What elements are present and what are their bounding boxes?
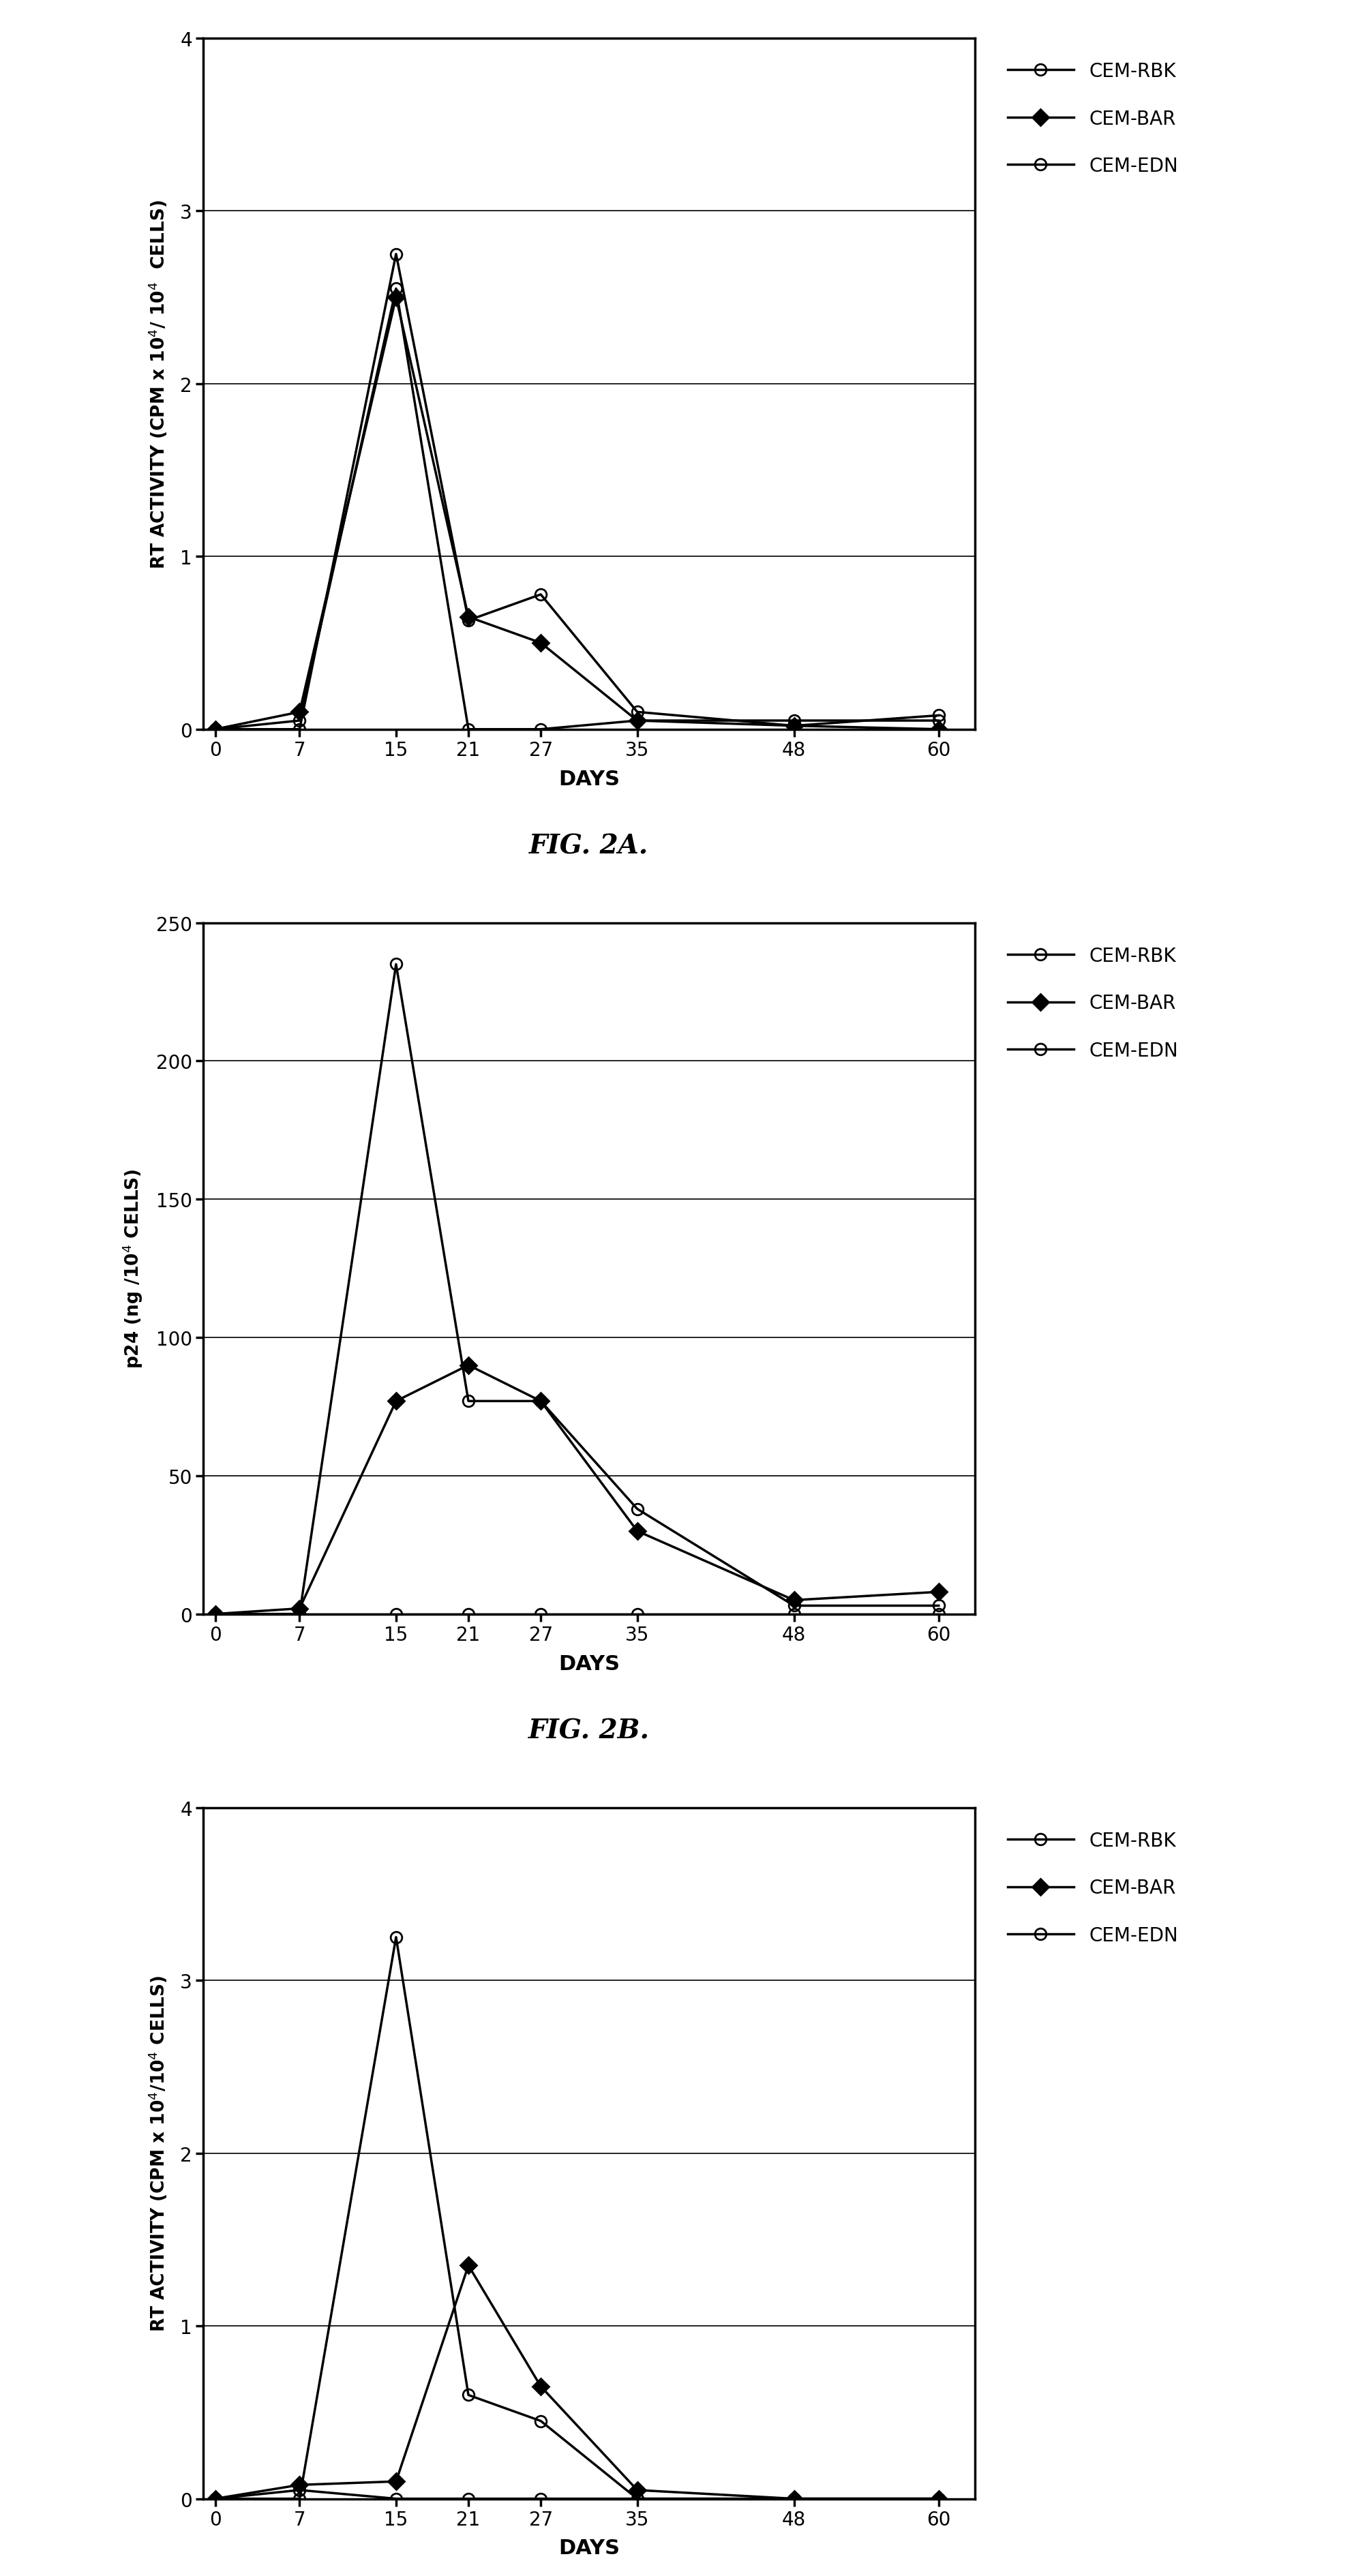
CEM-BAR	[291, 1592, 307, 1623]
CEM-EDN	[930, 701, 946, 732]
Legend: CEM-RBK, CEM-BAR, CEM-EDN: CEM-RBK, CEM-BAR, CEM-EDN	[1007, 62, 1178, 175]
CEM-BAR	[207, 2483, 223, 2514]
Legend: CEM-RBK, CEM-BAR, CEM-EDN: CEM-RBK, CEM-BAR, CEM-EDN	[1007, 945, 1178, 1061]
CEM-RBK	[291, 2476, 307, 2506]
CEM-BAR	[630, 1515, 646, 1546]
CEM-RBK	[930, 2483, 946, 2514]
Y-axis label: p24 (ng /10$^4$ CELLS): p24 (ng /10$^4$ CELLS)	[121, 1170, 145, 1368]
X-axis label: DAYS: DAYS	[558, 1654, 620, 1674]
CEM-RBK	[785, 706, 802, 737]
Line: CEM-EDN: CEM-EDN	[210, 250, 944, 734]
CEM-BAR	[207, 1600, 223, 1631]
Line: CEM-RBK: CEM-RBK	[210, 1607, 944, 1620]
CEM-BAR	[785, 2483, 802, 2514]
CEM-BAR	[532, 2370, 548, 2401]
Y-axis label: RT ACTIVITY (CPM x 10$^4$/ 10$^4$  CELLS): RT ACTIVITY (CPM x 10$^4$/ 10$^4$ CELLS)	[146, 198, 169, 569]
CEM-RBK	[460, 714, 477, 744]
CEM-EDN	[785, 2483, 802, 2514]
CEM-RBK	[291, 1600, 307, 1631]
CEM-EDN	[930, 1589, 946, 1620]
CEM-BAR	[630, 2476, 646, 2506]
CEM-BAR	[785, 711, 802, 742]
Line: CEM-EDN: CEM-EDN	[210, 958, 944, 1620]
CEM-BAR	[460, 603, 477, 634]
CEM-BAR	[387, 283, 403, 314]
CEM-EDN	[207, 2483, 223, 2514]
CEM-EDN	[291, 714, 307, 744]
CEM-RBK	[207, 1600, 223, 1631]
Line: CEM-BAR: CEM-BAR	[210, 2259, 944, 2504]
CEM-BAR	[532, 629, 548, 659]
CEM-BAR	[387, 1386, 403, 1417]
CEM-EDN	[291, 1600, 307, 1631]
CEM-EDN	[207, 1600, 223, 1631]
Line: CEM-RBK: CEM-RBK	[210, 283, 944, 734]
CEM-RBK	[630, 2483, 646, 2514]
CEM-BAR	[930, 2483, 946, 2514]
CEM-RBK	[460, 2483, 477, 2514]
CEM-RBK	[532, 2483, 548, 2514]
CEM-EDN	[460, 2380, 477, 2411]
CEM-EDN	[630, 698, 646, 729]
CEM-RBK	[387, 273, 403, 304]
CEM-RBK	[785, 1600, 802, 1631]
CEM-EDN	[387, 948, 403, 979]
CEM-EDN	[532, 2406, 548, 2437]
CEM-RBK	[291, 706, 307, 737]
CEM-RBK	[630, 706, 646, 737]
CEM-BAR	[930, 714, 946, 744]
CEM-EDN	[630, 2483, 646, 2514]
X-axis label: DAYS: DAYS	[558, 2537, 620, 2558]
CEM-EDN	[930, 2483, 946, 2514]
CEM-RBK	[532, 714, 548, 744]
CEM-RBK	[387, 1600, 403, 1631]
CEM-RBK	[460, 1600, 477, 1631]
CEM-BAR	[532, 1386, 548, 1417]
CEM-EDN	[291, 2483, 307, 2514]
Text: FIG. 2A.: FIG. 2A.	[529, 832, 649, 860]
Legend: CEM-RBK, CEM-BAR, CEM-EDN: CEM-RBK, CEM-BAR, CEM-EDN	[1007, 1832, 1178, 1945]
CEM-BAR	[460, 2249, 477, 2280]
CEM-BAR	[785, 1584, 802, 1615]
CEM-RBK	[930, 1600, 946, 1631]
CEM-EDN	[532, 580, 548, 611]
Y-axis label: RT ACTIVITY (CPM x 10$^4$/10$^4$ CELLS): RT ACTIVITY (CPM x 10$^4$/10$^4$ CELLS)	[146, 1976, 169, 2331]
CEM-RBK	[930, 706, 946, 737]
CEM-BAR	[630, 706, 646, 737]
Line: CEM-BAR: CEM-BAR	[210, 291, 944, 734]
CEM-RBK	[785, 2483, 802, 2514]
CEM-EDN	[387, 1922, 403, 1953]
CEM-BAR	[207, 714, 223, 744]
CEM-BAR	[387, 2465, 403, 2496]
CEM-BAR	[291, 698, 307, 729]
CEM-EDN	[460, 1386, 477, 1417]
CEM-EDN	[630, 1494, 646, 1525]
CEM-EDN	[387, 240, 403, 270]
CEM-RBK	[207, 2483, 223, 2514]
CEM-RBK	[207, 714, 223, 744]
Line: CEM-EDN: CEM-EDN	[210, 1932, 944, 2504]
CEM-BAR	[930, 1577, 946, 1607]
Line: CEM-RBK: CEM-RBK	[210, 2483, 944, 2504]
CEM-BAR	[460, 1350, 477, 1381]
CEM-RBK	[387, 2483, 403, 2514]
CEM-RBK	[630, 1600, 646, 1631]
CEM-EDN	[785, 1589, 802, 1620]
CEM-EDN	[207, 714, 223, 744]
Line: CEM-BAR: CEM-BAR	[210, 1360, 944, 1620]
CEM-EDN	[460, 605, 477, 636]
X-axis label: DAYS: DAYS	[558, 770, 620, 788]
Text: FIG. 2B.: FIG. 2B.	[528, 1718, 650, 1744]
CEM-RBK	[532, 1600, 548, 1631]
CEM-EDN	[532, 1386, 548, 1417]
CEM-EDN	[785, 711, 802, 742]
CEM-BAR	[291, 2470, 307, 2501]
